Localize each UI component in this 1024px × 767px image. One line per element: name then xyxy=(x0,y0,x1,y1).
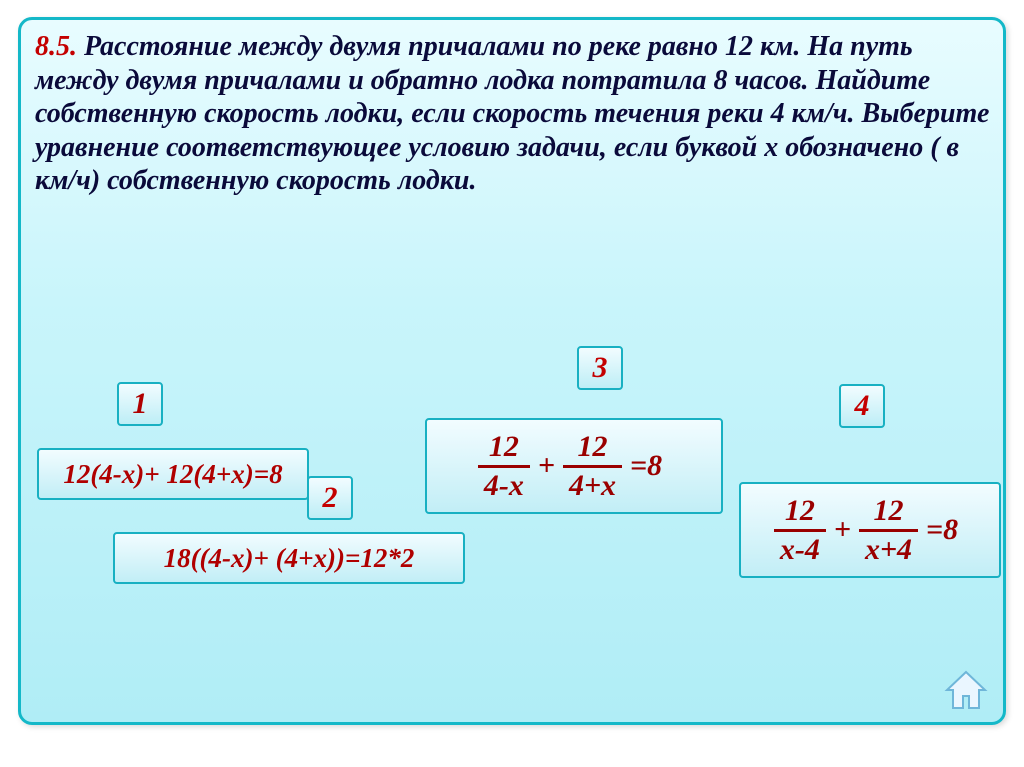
frac-bar xyxy=(563,465,622,468)
equation-2-text: 18((4-x)+ (4+x))=12*2 xyxy=(164,543,415,574)
fraction: 12 4-x xyxy=(478,431,530,501)
slide-frame: 8.5. Расстояние между двумя причалами по… xyxy=(18,17,1006,725)
option-1-badge[interactable]: 1 xyxy=(117,382,163,426)
option-3-equation[interactable]: 12 4-x + 12 4+x =8 xyxy=(425,418,723,514)
fraction: 12 x+4 xyxy=(859,495,918,565)
frac-denom: x-4 xyxy=(774,534,826,566)
frac-bar xyxy=(774,529,826,532)
equals-rhs: =8 xyxy=(622,449,670,483)
frac-numer: 12 xyxy=(483,431,525,463)
equation-4-row: 12 x-4 + 12 x+4 =8 xyxy=(774,495,966,565)
plus-sign: + xyxy=(530,449,563,483)
equals-rhs: =8 xyxy=(918,513,966,547)
problem-body: Расстояние между двумя причалами по реке… xyxy=(35,31,989,196)
option-4-badge[interactable]: 4 xyxy=(839,384,885,428)
problem-number: 8.5. xyxy=(35,31,77,62)
frac-numer: 12 xyxy=(867,495,909,527)
option-1-equation[interactable]: 12(4-x)+ 12(4+x)=8 xyxy=(37,448,309,500)
home-button[interactable] xyxy=(941,668,991,714)
equation-3-row: 12 4-x + 12 4+x =8 xyxy=(478,431,670,501)
frac-bar xyxy=(859,529,918,532)
frac-denom: 4+x xyxy=(563,470,622,502)
frac-bar xyxy=(478,465,530,468)
frac-denom: 4-x xyxy=(478,470,530,502)
frac-numer: 12 xyxy=(779,495,821,527)
plus-sign: + xyxy=(826,513,859,547)
problem-text: 8.5. Расстояние между двумя причалами по… xyxy=(35,30,995,198)
option-2-badge[interactable]: 2 xyxy=(307,476,353,520)
option-2-equation[interactable]: 18((4-x)+ (4+x))=12*2 xyxy=(113,532,465,584)
equation-1-text: 12(4-x)+ 12(4+x)=8 xyxy=(63,459,282,490)
fraction: 12 4+x xyxy=(563,431,622,501)
home-icon xyxy=(941,668,991,714)
frac-numer: 12 xyxy=(571,431,613,463)
frac-denom: x+4 xyxy=(859,534,918,566)
option-4-equation[interactable]: 12 x-4 + 12 x+4 =8 xyxy=(739,482,1001,578)
option-3-badge[interactable]: 3 xyxy=(577,346,623,390)
fraction: 12 x-4 xyxy=(774,495,826,565)
